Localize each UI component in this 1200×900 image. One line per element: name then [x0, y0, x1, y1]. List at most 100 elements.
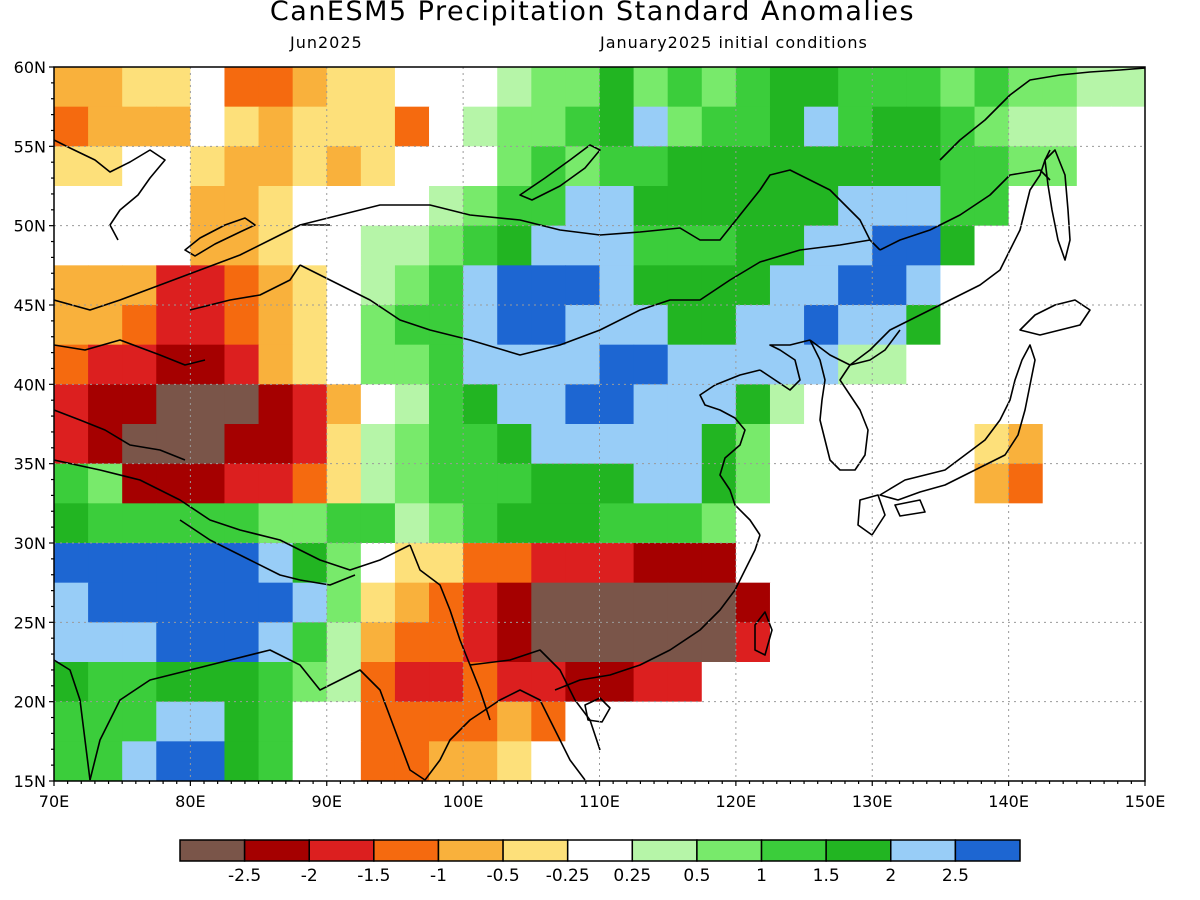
- anomaly-cell: [633, 503, 669, 544]
- anomaly-cell: [429, 67, 464, 108]
- anomaly-cell: [565, 384, 601, 425]
- anomaly-cell: [463, 305, 498, 346]
- anomaly-cell: [360, 701, 396, 742]
- colorbar-swatch: [373, 839, 440, 862]
- anomaly-cell: [804, 741, 839, 781]
- anomaly-cell: [599, 265, 635, 306]
- anomaly-cell: [190, 384, 226, 425]
- island-honshu: [879, 344, 1036, 501]
- anomaly-cell: [360, 384, 396, 425]
- anomaly-cell: [224, 662, 260, 703]
- anomaly-cell: [1110, 106, 1145, 147]
- anomaly-cell: [804, 106, 839, 147]
- anomaly-cell: [224, 67, 260, 108]
- anomaly-cell: [122, 741, 157, 781]
- anomaly-cell: [565, 582, 601, 623]
- anomaly-cell: [224, 582, 260, 623]
- anomaly-cell: [429, 463, 464, 504]
- anomaly-cell: [633, 622, 669, 663]
- anomaly-cell: [1042, 384, 1078, 425]
- border-mongolia-north: [299, 169, 881, 251]
- anomaly-cell: [667, 424, 703, 465]
- anomaly-cell: [940, 344, 976, 385]
- anomaly-cell: [872, 701, 907, 742]
- anomaly-cell: [940, 146, 976, 187]
- colorbar-tick-label: 0.5: [683, 866, 710, 886]
- anomaly-cell: [1008, 503, 1044, 544]
- anomaly-cell: [156, 463, 191, 504]
- anomaly-cell: [258, 106, 294, 147]
- anomaly-cell: [1042, 186, 1078, 227]
- anomaly-cell: [531, 582, 567, 623]
- anomaly-cell: [701, 701, 737, 742]
- anomaly-cell: [429, 384, 464, 425]
- anomaly-cell: [599, 503, 635, 544]
- anomaly-cell: [906, 543, 942, 584]
- colorbar-tick-label: -0.5: [486, 866, 519, 886]
- anomaly-cell: [1008, 424, 1044, 465]
- anomaly-cell: [429, 662, 464, 703]
- anomaly-cell: [292, 384, 328, 425]
- anomaly-cell: [565, 106, 601, 147]
- anomaly-cell: [701, 384, 737, 425]
- anomaly-cell: [701, 622, 737, 663]
- anomaly-cell: [1110, 543, 1145, 584]
- anomaly-cell: [1042, 741, 1078, 781]
- anomaly-cell: [88, 701, 123, 742]
- anomaly-cell: [429, 305, 464, 346]
- anomaly-cell: [599, 384, 635, 425]
- anomaly-cell: [1110, 344, 1145, 385]
- anomaly-cell: [429, 225, 464, 266]
- anomaly-cell: [394, 344, 430, 385]
- anomaly-cell: [1042, 622, 1078, 663]
- anomaly-cell: [497, 622, 532, 663]
- forecast-month: Jun2025: [290, 33, 363, 52]
- anomaly-cell: [463, 67, 498, 108]
- anomaly-cell: [633, 424, 669, 465]
- anomaly-cell: [565, 662, 601, 703]
- anomaly-cell: [360, 106, 396, 147]
- map-title: CanESM5 Precipitation Standard Anomalies: [269, 0, 916, 27]
- border-tajik: [54, 339, 206, 366]
- anomaly-cell: [394, 186, 430, 227]
- anomaly-cell: [1110, 463, 1145, 504]
- anomaly-cell: [122, 662, 157, 703]
- anomaly-cell: [326, 463, 362, 504]
- anomaly-cell: [190, 106, 226, 147]
- anomaly-cell: [156, 384, 191, 425]
- anomaly-cell: [156, 305, 191, 346]
- anomaly-cell: [88, 582, 123, 623]
- anomaly-cell: [769, 582, 805, 623]
- anomaly-cell: [974, 582, 1010, 623]
- anomaly-cell: [940, 582, 976, 623]
- colorbar-tick-label: 2.5: [942, 866, 969, 886]
- anomaly-cell: [88, 344, 123, 385]
- anomaly-cell: [565, 146, 601, 187]
- anomaly-cell: [735, 463, 771, 504]
- anomaly-cell: [906, 622, 942, 663]
- anomaly-cell: [88, 543, 123, 584]
- anomaly-cell: [667, 503, 703, 544]
- anomaly-cell: [122, 543, 157, 584]
- anomaly-cell: [565, 186, 601, 227]
- latitude-labels: 60N 55N 50N 45N 40N 35N 30N 25N 20N 15N: [14, 58, 46, 791]
- anomaly-cell: [701, 741, 737, 781]
- anomaly-cell: [190, 582, 226, 623]
- anomaly-cell: [224, 701, 260, 742]
- anomaly-cell: [497, 741, 532, 781]
- anomaly-cell: [88, 662, 123, 703]
- anomaly-cell: [804, 503, 839, 544]
- anomaly-cell: [1076, 384, 1112, 425]
- anomaly-cell: [599, 225, 635, 266]
- coastline-south-china: [554, 534, 761, 691]
- anomaly-cell: [429, 622, 464, 663]
- anomaly-cell: [463, 662, 498, 703]
- anomaly-cell: [565, 344, 601, 385]
- anomaly-cell: [940, 186, 976, 227]
- anomaly-cell: [735, 622, 771, 663]
- anomaly-cell: [497, 265, 532, 306]
- anomaly-cell: [190, 622, 226, 663]
- anomaly-cell: [224, 463, 260, 504]
- anomaly-cell: [54, 622, 89, 663]
